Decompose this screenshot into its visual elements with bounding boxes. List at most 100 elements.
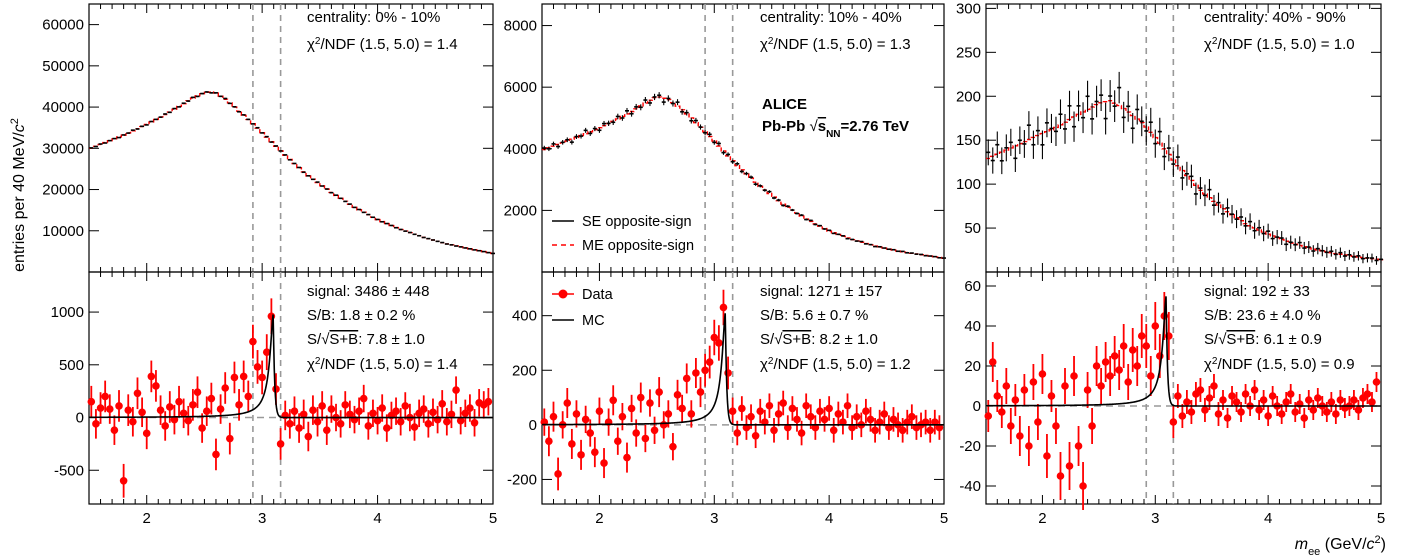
data-point — [802, 401, 810, 410]
data-point — [1372, 378, 1381, 386]
data-point — [641, 434, 650, 443]
legend-top: SE opposite-sign ME opposite-sign — [552, 214, 694, 254]
panel-bottom-left: 2 3 4 5 -500 0 500 1000 signal: 3486 ± 448 S/B: 1… — [51, 271, 497, 527]
data-point — [1106, 372, 1114, 380]
data-point — [179, 409, 188, 418]
y-tick-label: 40 — [964, 318, 981, 335]
data-point — [447, 410, 456, 419]
data-point — [1052, 422, 1060, 430]
data-point — [1183, 398, 1191, 406]
data-point — [806, 412, 815, 421]
data-point — [373, 416, 382, 425]
data-point — [184, 416, 193, 425]
y-tick-label: 200 — [956, 88, 981, 105]
data-point — [627, 404, 636, 413]
data-point — [1291, 408, 1300, 416]
data-point — [545, 437, 553, 446]
data-point — [346, 410, 354, 419]
data-point — [258, 373, 266, 382]
x-tick-label: 5 — [489, 510, 497, 527]
panel-bottom-middle: 2 3 4 5 -200 0 200 400 signal: 1271 ± 157 S/B: 5.… — [507, 271, 948, 527]
legend-se-label: SE opposite-sign — [582, 214, 692, 230]
data-point — [921, 418, 930, 426]
data-point — [1268, 392, 1277, 400]
data-point — [295, 424, 303, 432]
y-tick-label: 60000 — [42, 17, 84, 34]
data-point — [908, 412, 916, 421]
data-point — [226, 434, 234, 443]
data-point — [549, 412, 558, 421]
data-point — [834, 410, 843, 418]
data-point — [614, 437, 622, 446]
y-tick-label: 60 — [964, 278, 981, 295]
data-point — [216, 405, 225, 413]
data-point — [1304, 396, 1313, 404]
data-point — [761, 418, 769, 426]
data-point — [170, 415, 179, 424]
data-point — [747, 412, 755, 421]
data-point — [1237, 408, 1245, 416]
panel-top-middle: 2000 4000 6000 8000 centrality: 10% - 40% χ2/… — [504, 3, 947, 273]
data-point — [92, 420, 100, 428]
data-point — [1255, 406, 1263, 414]
data-point — [692, 369, 700, 377]
data-point — [267, 312, 276, 321]
x-tick-label: 3 — [1151, 510, 1159, 527]
data-point — [299, 410, 308, 419]
data-point — [244, 392, 253, 401]
data-point — [1065, 462, 1074, 470]
signal-label: signal: 3486 ± 448 — [307, 283, 430, 300]
data-point — [355, 407, 363, 416]
data-point — [820, 415, 829, 424]
y-tick-label: -20 — [959, 438, 981, 455]
data-point — [1282, 398, 1290, 406]
data-point — [253, 363, 262, 371]
data-point — [885, 423, 893, 432]
data-point — [783, 423, 792, 432]
me-opposite-sign-curve — [986, 99, 1384, 261]
x-axis-label: mee (GeV/c2) — [1295, 534, 1386, 557]
data-point — [738, 404, 746, 413]
y-tick-label: 400 — [512, 308, 537, 325]
centrality-label: centrality: 40% - 90% — [1204, 9, 1346, 26]
data-point — [770, 426, 778, 435]
data-point — [774, 410, 783, 418]
x-tick-label: 3 — [258, 510, 266, 527]
data-point — [848, 423, 856, 432]
data-point — [1219, 396, 1227, 404]
data-point — [313, 417, 322, 426]
data-point — [304, 432, 313, 441]
mc-curve — [986, 296, 1381, 407]
y-tick-label: 4000 — [504, 141, 537, 158]
data-point — [1088, 422, 1096, 430]
data-point — [793, 415, 801, 424]
data-point — [401, 402, 410, 410]
data-point — [779, 399, 787, 407]
data-point — [591, 448, 599, 456]
legend-data-marker — [558, 289, 568, 299]
data-point — [811, 423, 820, 432]
data-point — [618, 412, 627, 421]
data-point — [1025, 442, 1033, 450]
data-point — [554, 470, 562, 478]
y-tick-label: -200 — [507, 471, 537, 488]
data-point — [1047, 392, 1056, 400]
x-tick-label: 3 — [710, 510, 718, 527]
data-point — [931, 418, 939, 426]
data-point — [133, 389, 142, 398]
data-point — [1137, 332, 1146, 340]
data-point — [156, 406, 165, 414]
data-point — [1286, 390, 1295, 398]
legend-me-label: ME opposite-sign — [582, 238, 694, 254]
data-point — [438, 400, 447, 408]
data-point — [369, 409, 377, 418]
data-point — [221, 384, 230, 392]
data-point — [142, 429, 151, 438]
data-point — [419, 405, 428, 413]
y-tick-label: 150 — [956, 132, 981, 149]
data-point — [396, 417, 405, 426]
data-point — [96, 404, 105, 412]
y-tick-label: 300 — [956, 0, 981, 17]
data-point — [825, 404, 833, 413]
